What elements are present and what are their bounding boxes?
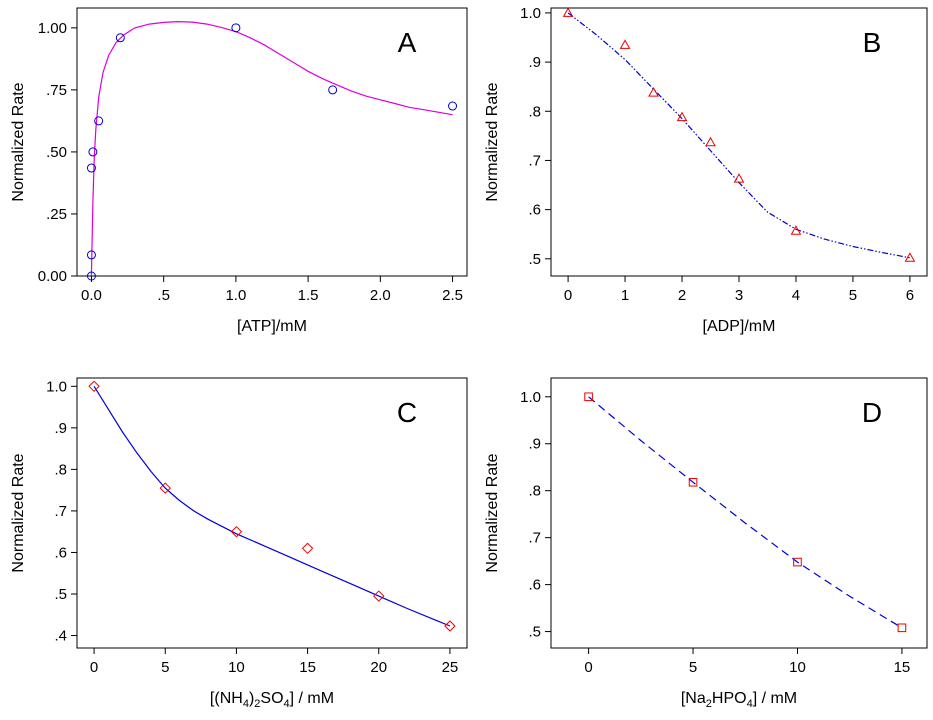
data-point [88, 380, 100, 393]
panel-d: 0 5 10 15 .5 .6 .7 .8 .9 1.0 [Na2HPO4] / mM Normali… [484, 377, 928, 710]
x-tick-label: 1.0 [225, 287, 246, 304]
data-point [94, 116, 104, 126]
x-tick-label: 6 [906, 287, 914, 304]
panel-letter: C [397, 397, 417, 428]
data-point [86, 271, 96, 281]
y-tick-label: .8 [528, 483, 541, 500]
data-point [231, 23, 241, 33]
panel-b: 0 1 2 3 4 5 6 .5 .6 .7 .8 .9 1.0 [ADP]/mM Normalized R… [484, 5, 928, 335]
data-point [904, 252, 916, 262]
data-point [619, 39, 631, 49]
data-point [733, 173, 745, 183]
x-tick-label: 0 [584, 659, 592, 676]
plot-frame [76, 7, 468, 277]
x-tick-label: 10 [228, 659, 245, 676]
data-point [790, 225, 802, 235]
data-point [159, 482, 171, 494]
x-tick-label: .5 [157, 287, 170, 304]
y-tick-label: .9 [54, 420, 67, 437]
data-point [562, 7, 574, 17]
y-tick-label: .75 [46, 82, 67, 99]
data-point [328, 85, 338, 95]
y-tick-label: 1.00 [38, 20, 67, 37]
y-tick-label: .8 [528, 103, 541, 120]
x-tick-label: 2.0 [370, 287, 391, 304]
x-tick-label: 10 [789, 659, 806, 676]
y-axis-label: Normalized Rate [10, 82, 27, 201]
y-tick-label: .9 [528, 436, 541, 453]
data-point [648, 87, 659, 97]
data-point [705, 136, 716, 147]
y-tick-label: .5 [528, 624, 541, 641]
fit-curve [588, 396, 903, 629]
y-tick-label: .7 [528, 152, 541, 169]
data-point [86, 250, 96, 260]
x-tick-label: 5 [161, 659, 169, 676]
x-tick-label: 3 [735, 287, 743, 304]
x-axis-label: [ATP]/mM [237, 318, 307, 335]
data-point [444, 620, 456, 632]
data-point [676, 111, 688, 122]
y-tick-label: 0.00 [38, 268, 67, 285]
y-tick-label: 1.0 [520, 5, 541, 22]
y-tick-label: .5 [528, 251, 541, 268]
fit-curve [93, 385, 451, 627]
data-point [688, 477, 698, 487]
y-tick-label: .7 [54, 503, 67, 520]
x-tick-label: 4 [792, 287, 800, 304]
y-tick-label: 1.0 [520, 389, 541, 406]
data-point [448, 101, 458, 111]
y-tick-label: .25 [46, 206, 67, 223]
y-tick-label: .6 [528, 202, 541, 219]
panel-a: 0.0 .5 1.0 1.5 2.0 2.5 0.00 .25 .50 .75 1.00 [ATP]/… [10, 7, 468, 335]
x-tick-label: 2.5 [442, 287, 463, 304]
data-point [584, 392, 593, 402]
y-tick-label: .50 [46, 144, 67, 161]
fit-curve [90, 20, 453, 277]
x-tick-label: 0.0 [81, 287, 102, 304]
plot-frame [76, 377, 468, 649]
x-tick-label: 2 [678, 287, 686, 304]
plot-frame [550, 377, 928, 649]
y-axis-label: Normalized Rate [484, 82, 501, 201]
x-axis-label: [(NH4)2SO4] / mM [210, 690, 334, 710]
y-tick-label: .8 [54, 461, 67, 478]
data-point [88, 147, 98, 157]
x-tick-label: 0 [90, 659, 98, 676]
x-tick-label: 15 [894, 659, 911, 676]
data-point [115, 33, 125, 43]
y-tick-label: 1.0 [46, 378, 67, 395]
x-tick-label: 0 [564, 287, 572, 304]
x-axis-label: [Na2HPO4] / mM [681, 690, 797, 710]
panel-letter: B [863, 27, 882, 58]
data-point [793, 557, 802, 567]
y-tick-label: .4 [54, 628, 67, 645]
data-point [373, 590, 385, 602]
y-axis-label: Normalized Rate [10, 453, 27, 572]
x-tick-label: 15 [299, 659, 316, 676]
panel-c: 0 5 10 15 20 25 .4 .5 .6 .7 .8 .9 1.0 [(NH4)2SO4] / m… [10, 377, 468, 710]
x-axis-label: [ADP]/mM [703, 318, 776, 335]
y-tick-label: .9 [528, 54, 541, 71]
x-tick-label: 25 [442, 659, 459, 676]
y-axis-label: Normalized Rate [484, 453, 501, 572]
y-tick-label: .6 [54, 544, 67, 561]
x-tick-label: 1.5 [298, 287, 319, 304]
data-point [301, 542, 314, 555]
x-tick-label: 1 [621, 287, 629, 304]
panel-letter: D [862, 397, 882, 428]
fit-curve [567, 12, 911, 259]
y-tick-label: .5 [54, 586, 67, 603]
x-tick-label: 5 [849, 287, 857, 304]
data-point [897, 623, 907, 633]
data-point [230, 525, 243, 538]
panel-letter: A [398, 27, 417, 58]
x-tick-label: 20 [370, 659, 387, 676]
x-tick-label: 5 [689, 659, 697, 676]
y-tick-label: .7 [528, 530, 541, 547]
y-tick-label: .6 [528, 577, 541, 594]
data-point [86, 163, 96, 173]
